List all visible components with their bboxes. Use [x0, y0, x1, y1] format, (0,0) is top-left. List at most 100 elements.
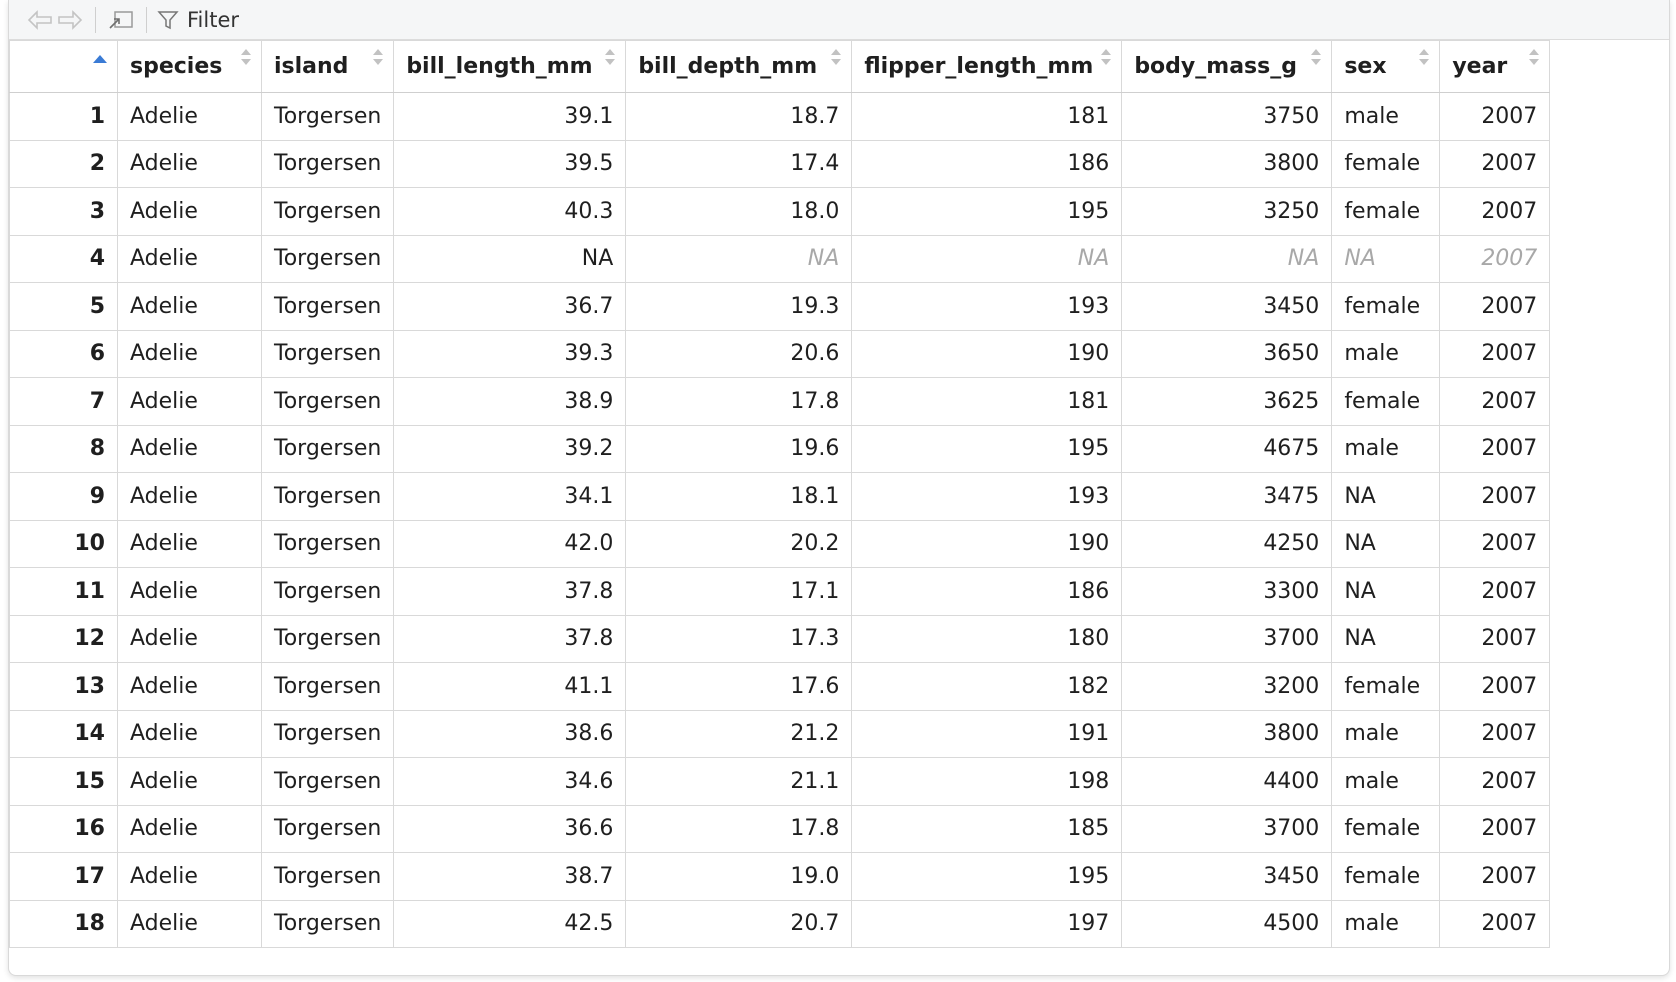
table-cell: 40.3 [393, 187, 627, 236]
table-cell: NA [1331, 519, 1441, 568]
row-index-cell: 5 [9, 282, 118, 331]
table-row[interactable]: 9 Adelie Torgersen 34.1 18.1 193 3475 NA 2007 [9, 472, 1551, 521]
table-row[interactable]: 5 Adelie Torgersen 36.7 19.3 193 3450 female 200… [9, 282, 1551, 331]
column-header-year[interactable]: year [1439, 40, 1551, 93]
table-cell: 42.0 [393, 519, 627, 568]
table-cell: Adelie [117, 804, 262, 853]
table-cell: 2007 [1439, 662, 1551, 711]
table-cell: 180 [851, 614, 1123, 663]
table-row[interactable]: 15 Adelie Torgersen 34.6 21.1 198 4400 male 2007 [9, 757, 1551, 806]
table-cell: 2007 [1439, 852, 1551, 901]
table-cell: 38.7 [393, 852, 627, 901]
table-row[interactable]: 8 Adelie Torgersen 39.2 19.6 195 4675 male 2007 [9, 424, 1551, 473]
table-row[interactable]: 4 Adelie Torgersen NA NA NA NA NA 2007 [9, 234, 1551, 283]
row-index-cell: 15 [9, 757, 118, 806]
table-cell: Adelie [117, 92, 262, 141]
table-row[interactable]: 6 Adelie Torgersen 39.3 20.6 190 3650 male 2007 [9, 329, 1551, 378]
table-cell: Torgersen [260, 424, 395, 473]
row-index-cell: 7 [9, 377, 118, 426]
table-cell: 39.2 [393, 424, 627, 473]
table-row[interactable]: 11 Adelie Torgersen 37.8 17.1 186 3300 NA 2007 [9, 567, 1551, 616]
table-cell: 18.7 [625, 92, 853, 141]
toolbar-separator [95, 6, 96, 33]
table-row[interactable]: 14 Adelie Torgersen 38.6 21.2 191 3800 male 2007 [9, 709, 1551, 758]
header-row: species island bill_length_mm bill_depth_mm… [9, 40, 1551, 93]
table-cell: 20.6 [625, 329, 853, 378]
table-cell: 2007 [1439, 187, 1551, 236]
table-cell: 39.1 [393, 92, 627, 141]
table-cell: NA [393, 234, 627, 283]
table-row[interactable]: 16 Adelie Torgersen 36.6 17.8 185 3700 female 20… [9, 804, 1551, 853]
row-index-header[interactable] [9, 40, 118, 93]
table-cell: 2007 [1439, 329, 1551, 378]
table-cell: 19.6 [625, 424, 853, 473]
table-row[interactable]: 7 Adelie Torgersen 38.9 17.8 181 3625 female 200… [9, 377, 1551, 426]
column-header-label: bill_depth_mm [638, 54, 818, 79]
column-header-bill-depth-mm[interactable]: bill_depth_mm [625, 40, 853, 93]
table-cell: 186 [851, 139, 1123, 188]
table-cell: 2007 [1439, 139, 1551, 188]
table-cell: 3250 [1121, 187, 1333, 236]
table-row[interactable]: 13 Adelie Torgersen 41.1 17.6 182 3200 female 20… [9, 662, 1551, 711]
table-cell: Torgersen [260, 329, 395, 378]
table-cell: Torgersen [260, 472, 395, 521]
column-header-sex[interactable]: sex [1331, 40, 1441, 93]
popout-icon[interactable] [106, 6, 136, 34]
table-cell: 3450 [1121, 282, 1333, 331]
column-header-bill-length-mm[interactable]: bill_length_mm [393, 40, 627, 93]
table-cell: 2007 [1439, 757, 1551, 806]
table-row[interactable]: 1 Adelie Torgersen 39.1 18.7 181 3750 male 2007 [9, 92, 1551, 141]
toolbar-separator [146, 6, 147, 33]
row-index-cell: 2 [9, 139, 118, 188]
table-cell: female [1331, 852, 1441, 901]
table-row[interactable]: 3 Adelie Torgersen 40.3 18.0 195 3250 female 200… [9, 187, 1551, 236]
table-cell: 21.1 [625, 757, 853, 806]
table-cell: 18.1 [625, 472, 853, 521]
sort-ascending-icon [93, 55, 107, 63]
filter-button[interactable]: Filter [157, 8, 239, 32]
table-cell: 191 [851, 709, 1123, 758]
sort-arrows-icon [373, 49, 384, 67]
table-cell: 17.6 [625, 662, 853, 711]
column-header-label: year [1452, 54, 1508, 79]
column-header-label: sex [1344, 54, 1387, 79]
table-cell: 2007 [1439, 804, 1551, 853]
row-index-cell: 3 [9, 187, 118, 236]
table-cell: 20.7 [625, 899, 853, 948]
back-arrow-icon[interactable] [25, 6, 55, 34]
table-cell: 195 [851, 852, 1123, 901]
table-cell: male [1331, 757, 1441, 806]
table-cell: 19.3 [625, 282, 853, 331]
table-row[interactable]: 17 Adelie Torgersen 38.7 19.0 195 3450 female 20… [9, 852, 1551, 901]
row-index-cell: 16 [9, 804, 118, 853]
table-cell: Torgersen [260, 899, 395, 948]
table-cell: 36.7 [393, 282, 627, 331]
sort-arrows-icon [1311, 49, 1322, 67]
table-row[interactable]: 2 Adelie Torgersen 39.5 17.4 186 3800 female 200… [9, 139, 1551, 188]
table-cell: Torgersen [260, 852, 395, 901]
table-cell: female [1331, 804, 1441, 853]
column-header-flipper-length-mm[interactable]: flipper_length_mm [851, 40, 1123, 93]
table-cell: 4250 [1121, 519, 1333, 568]
column-header-island[interactable]: island [260, 40, 395, 93]
table-cell: female [1331, 139, 1441, 188]
table-cell: 3200 [1121, 662, 1333, 711]
table-cell: 38.9 [393, 377, 627, 426]
table-cell: Torgersen [260, 757, 395, 806]
table-cell: 3650 [1121, 329, 1333, 378]
table-cell: NA [1331, 234, 1441, 283]
column-header-body-mass-g[interactable]: body_mass_g [1121, 40, 1333, 93]
table-row[interactable]: 18 Adelie Torgersen 42.5 20.7 197 4500 male 2007 [9, 899, 1551, 948]
column-header-species[interactable]: species [117, 40, 262, 93]
forward-arrow-icon[interactable] [55, 6, 85, 34]
table-row[interactable]: 12 Adelie Torgersen 37.8 17.3 180 3700 NA 2007 [9, 614, 1551, 663]
column-header-label: island [274, 54, 349, 79]
table-row[interactable]: 10 Adelie Torgersen 42.0 20.2 190 4250 NA 2007 [9, 519, 1551, 568]
table-cell: male [1331, 329, 1441, 378]
toolbar: Filter [9, 0, 1669, 40]
row-index-cell: 14 [9, 709, 118, 758]
table-cell: Adelie [117, 899, 262, 948]
table-cell: female [1331, 282, 1441, 331]
table-cell: 2007 [1439, 472, 1551, 521]
table-cell: 185 [851, 804, 1123, 853]
